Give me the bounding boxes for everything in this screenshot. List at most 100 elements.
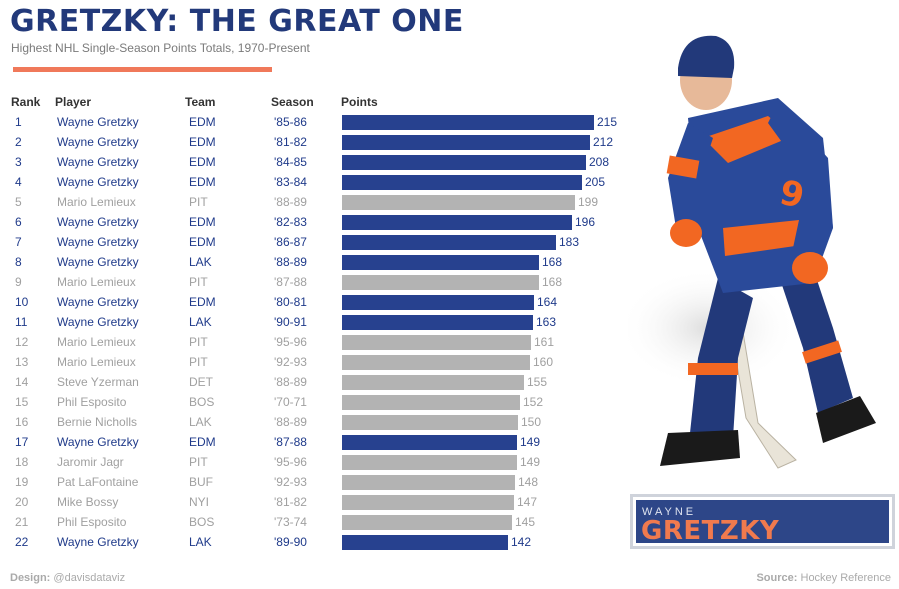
points-value-label: 163: [536, 315, 557, 329]
season-cell: '88-89: [274, 255, 307, 269]
points-value-label: 196: [575, 215, 596, 229]
rank-cell: 21: [15, 515, 29, 529]
season-cell: '87-88: [274, 435, 307, 449]
rank-cell: 18: [15, 455, 29, 469]
team-cell: PIT: [189, 275, 208, 289]
rank-cell: 8: [15, 255, 22, 269]
points-value-label: 208: [589, 155, 610, 169]
player-cell: Wayne Gretzky: [57, 295, 139, 309]
team-cell: EDM: [189, 215, 216, 229]
season-cell: '85-86: [274, 115, 307, 129]
season-cell: '95-96: [274, 455, 307, 469]
team-cell: LAK: [189, 415, 212, 429]
points-value-label: 145: [515, 515, 536, 529]
points-bar: [342, 375, 524, 390]
points-bar: [342, 435, 517, 450]
rank-cell: 15: [15, 395, 29, 409]
season-cell: '81-82: [274, 135, 307, 149]
season-cell: '92-93: [274, 355, 307, 369]
page-title: GRETZKY: THE GREAT ONE: [10, 4, 464, 39]
points-value-label: 148: [518, 475, 539, 489]
points-bar: [342, 495, 514, 510]
rank-cell: 4: [15, 175, 22, 189]
team-cell: EDM: [189, 155, 216, 169]
season-cell: '82-83: [274, 215, 307, 229]
rank-cell: 6: [15, 215, 22, 229]
season-cell: '95-96: [274, 335, 307, 349]
season-cell: '73-74: [274, 515, 307, 529]
team-cell: LAK: [189, 535, 212, 549]
points-bar: [342, 355, 530, 370]
player-name-badge: WAYNE GRETZKY: [630, 494, 895, 549]
points-value-label: 150: [521, 415, 542, 429]
team-cell: BOS: [189, 515, 215, 529]
rank-cell: 12: [15, 335, 29, 349]
team-cell: LAK: [189, 315, 212, 329]
player-cell: Mario Lemieux: [57, 195, 136, 209]
player-cell: Phil Esposito: [57, 395, 127, 409]
season-cell: '88-89: [274, 375, 307, 389]
badge-background: WAYNE GRETZKY: [636, 500, 889, 546]
rank-cell: 7: [15, 235, 22, 249]
points-bar: [342, 175, 582, 190]
team-cell: LAK: [189, 255, 212, 269]
badge-last-name: GRETZKY: [641, 516, 780, 546]
rank-cell: 19: [15, 475, 29, 489]
rank-cell: 17: [15, 435, 29, 449]
rank-cell: 13: [15, 355, 29, 369]
design-credit-value: @davisdataviz: [53, 572, 126, 584]
team-cell: EDM: [189, 175, 216, 189]
points-value-label: 212: [593, 135, 614, 149]
column-header-rank: Rank: [11, 95, 41, 109]
source-credit: Source: Hockey Reference: [756, 572, 891, 584]
season-cell: '81-82: [274, 495, 307, 509]
rank-cell: 9: [15, 275, 22, 289]
season-cell: '84-85: [274, 155, 307, 169]
player-cell: Wayne Gretzky: [57, 175, 139, 189]
points-bar: [342, 415, 518, 430]
rank-cell: 1: [15, 115, 22, 129]
rank-cell: 16: [15, 415, 29, 429]
player-cell: Phil Esposito: [57, 515, 127, 529]
team-cell: EDM: [189, 235, 216, 249]
team-cell: PIT: [189, 195, 208, 209]
team-cell: EDM: [189, 115, 216, 129]
season-cell: '92-93: [274, 475, 307, 489]
points-value-label: 155: [527, 375, 548, 389]
points-bar: [342, 235, 556, 250]
rank-cell: 5: [15, 195, 22, 209]
source-credit-label: Source:: [756, 572, 798, 584]
season-cell: '83-84: [274, 175, 307, 189]
column-header-team: Team: [185, 95, 216, 109]
rank-cell: 2: [15, 135, 22, 149]
rank-cell: 11: [15, 315, 28, 329]
player-cell: Mario Lemieux: [57, 355, 136, 369]
team-cell: BUF: [189, 475, 213, 489]
points-bar: [342, 515, 512, 530]
player-cell: Wayne Gretzky: [57, 255, 139, 269]
badge-first-name: WAYNE: [642, 506, 697, 518]
design-credit-label: Design:: [10, 572, 51, 584]
points-value-label: 215: [597, 115, 618, 129]
player-cell: Wayne Gretzky: [57, 115, 139, 129]
team-cell: PIT: [189, 355, 208, 369]
rank-cell: 22: [15, 535, 29, 549]
team-cell: PIT: [189, 455, 208, 469]
points-value-label: 183: [559, 235, 580, 249]
points-bar: [342, 315, 533, 330]
points-bar: [342, 215, 572, 230]
points-value-label: 149: [520, 455, 541, 469]
points-bar: [342, 455, 517, 470]
points-bar: [342, 195, 575, 210]
player-cell: Wayne Gretzky: [57, 215, 139, 229]
column-header-player: Player: [55, 95, 92, 109]
points-value-label: 147: [517, 495, 538, 509]
points-bar: [342, 155, 586, 170]
team-cell: EDM: [189, 135, 216, 149]
season-cell: '88-89: [274, 415, 307, 429]
player-cell: Wayne Gretzky: [57, 435, 139, 449]
season-cell: '89-90: [274, 535, 307, 549]
player-cell: Wayne Gretzky: [57, 315, 139, 329]
season-cell: '80-81: [274, 295, 307, 309]
rank-cell: 20: [15, 495, 29, 509]
